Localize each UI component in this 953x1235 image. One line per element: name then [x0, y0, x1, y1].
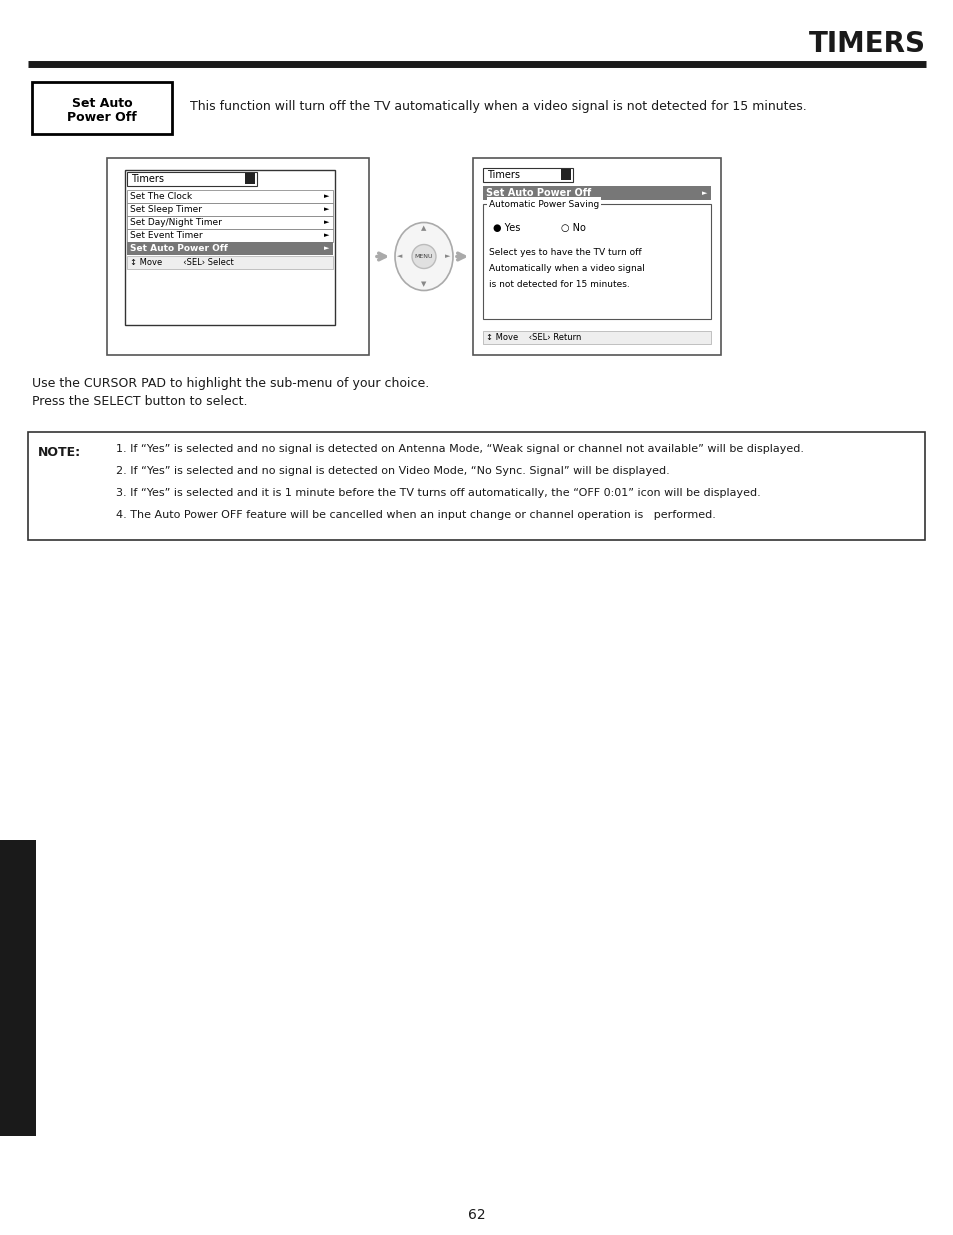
Text: ↕ Move    ‹SEL› Return: ↕ Move ‹SEL› Return	[485, 332, 580, 342]
Text: Set The Clock: Set The Clock	[130, 191, 192, 200]
Text: 62: 62	[468, 1208, 485, 1221]
Text: Use the CURSOR PAD to highlight the sub-menu of your choice.: Use the CURSOR PAD to highlight the sub-…	[32, 377, 429, 390]
Text: ● Yes: ● Yes	[493, 224, 519, 233]
Text: NOTE:: NOTE:	[38, 446, 81, 459]
Bar	[127, 228, 333, 242]
Text: Set Day/Night Timer: Set Day/Night Timer	[130, 217, 222, 226]
Text: Select yes to have the TV turn off: Select yes to have the TV turn off	[489, 248, 641, 257]
Text: Timers: Timers	[131, 174, 164, 184]
Bar	[127, 203, 333, 216]
Bar	[127, 256, 333, 269]
Bar	[482, 168, 573, 182]
Text: ►: ►	[324, 193, 330, 199]
Text: ▼: ▼	[421, 282, 426, 288]
Text: Automatically when a video signal: Automatically when a video signal	[489, 264, 644, 273]
Text: is not detected for 15 minutes.: is not detected for 15 minutes.	[489, 280, 629, 289]
Text: ON-SCREEN DISPLAY: ON-SCREEN DISPLAY	[11, 911, 25, 1065]
Bar	[127, 172, 256, 186]
Text: 1. If “Yes” is selected and no signal is detected on Antenna Mode, “Weak signal : 1. If “Yes” is selected and no signal is…	[116, 445, 803, 454]
Text: ◄: ◄	[396, 253, 402, 259]
Text: Automatic Power Saving: Automatic Power Saving	[489, 200, 598, 209]
Bar	[482, 186, 710, 200]
Ellipse shape	[395, 222, 453, 290]
Ellipse shape	[412, 245, 436, 268]
Text: Set Auto Power Off: Set Auto Power Off	[485, 188, 591, 198]
Text: ↕ Move        ‹SEL› Select: ↕ Move ‹SEL› Select	[130, 258, 233, 267]
Bar	[245, 173, 254, 184]
Text: Timers: Timers	[486, 170, 519, 180]
Text: ►: ►	[324, 219, 330, 225]
Bar	[560, 169, 571, 180]
Text: ►: ►	[324, 232, 330, 238]
Bar	[482, 331, 710, 345]
Bar	[28, 432, 924, 540]
Text: ►: ►	[445, 253, 450, 259]
Text: Press the SELECT button to select.: Press the SELECT button to select.	[32, 395, 247, 408]
Text: ►: ►	[324, 245, 330, 251]
Text: Set Event Timer: Set Event Timer	[130, 231, 202, 240]
Text: Power Off: Power Off	[67, 111, 136, 124]
Text: 4. The Auto Power OFF feature will be cancelled when an input change or channel : 4. The Auto Power OFF feature will be ca…	[116, 510, 715, 520]
Text: 3. If “Yes” is selected and it is 1 minute before the TV turns off automatically: 3. If “Yes” is selected and it is 1 minu…	[116, 488, 760, 498]
Text: This function will turn off the TV automatically when a video signal is not dete: This function will turn off the TV autom…	[190, 100, 806, 112]
Text: Set Auto: Set Auto	[71, 98, 132, 110]
Bar	[107, 158, 369, 354]
Text: TIMERS: TIMERS	[808, 30, 925, 58]
Text: MENU: MENU	[415, 254, 433, 259]
Text: ○ No: ○ No	[560, 224, 585, 233]
Text: ▲: ▲	[421, 226, 426, 231]
Text: Set Sleep Timer: Set Sleep Timer	[130, 205, 202, 214]
Bar	[473, 158, 720, 354]
Bar	[127, 216, 333, 228]
Bar	[125, 170, 335, 325]
Bar	[32, 82, 172, 135]
Bar	[127, 242, 333, 254]
Bar	[482, 204, 710, 319]
Bar	[127, 190, 333, 203]
Text: Set Auto Power Off: Set Auto Power Off	[130, 243, 228, 252]
Text: ►: ►	[701, 190, 707, 196]
Text: ►: ►	[324, 206, 330, 212]
Text: 2. If “Yes” is selected and no signal is detected on Video Mode, “No Sync. Signa: 2. If “Yes” is selected and no signal is…	[116, 466, 669, 475]
